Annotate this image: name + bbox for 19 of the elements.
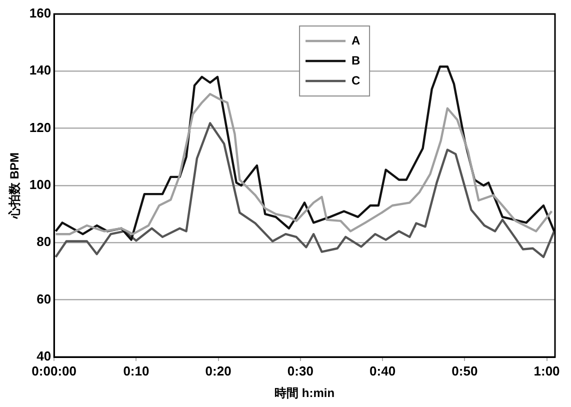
y-tick-label: 120 — [29, 120, 52, 135]
x-tick-label: 0:00:00 — [32, 363, 76, 378]
x-tick-label: 0:50 — [452, 363, 478, 378]
y-tick-label: 160 — [29, 6, 52, 21]
y-tick-label: 100 — [29, 177, 52, 192]
y-axis-title: 心拍数 BPM — [8, 152, 22, 220]
y-tick-label: 60 — [36, 291, 52, 306]
x-tick-label: 0:20 — [205, 363, 232, 378]
x-tick-label: 0:10 — [123, 363, 150, 378]
legend-label: A — [352, 33, 361, 48]
legend-label: B — [352, 53, 361, 68]
x-tick-label: 1:00 — [534, 363, 560, 378]
x-tick-label: 0:40 — [370, 363, 396, 378]
legend-label: C — [352, 73, 361, 88]
y-tick-label: 80 — [36, 234, 52, 250]
y-tick-label: 40 — [36, 348, 52, 364]
x-tick-label: 0:30 — [287, 363, 314, 378]
y-tick-label: 140 — [29, 62, 52, 78]
x-axis-title: 時間 h:min — [274, 386, 335, 400]
